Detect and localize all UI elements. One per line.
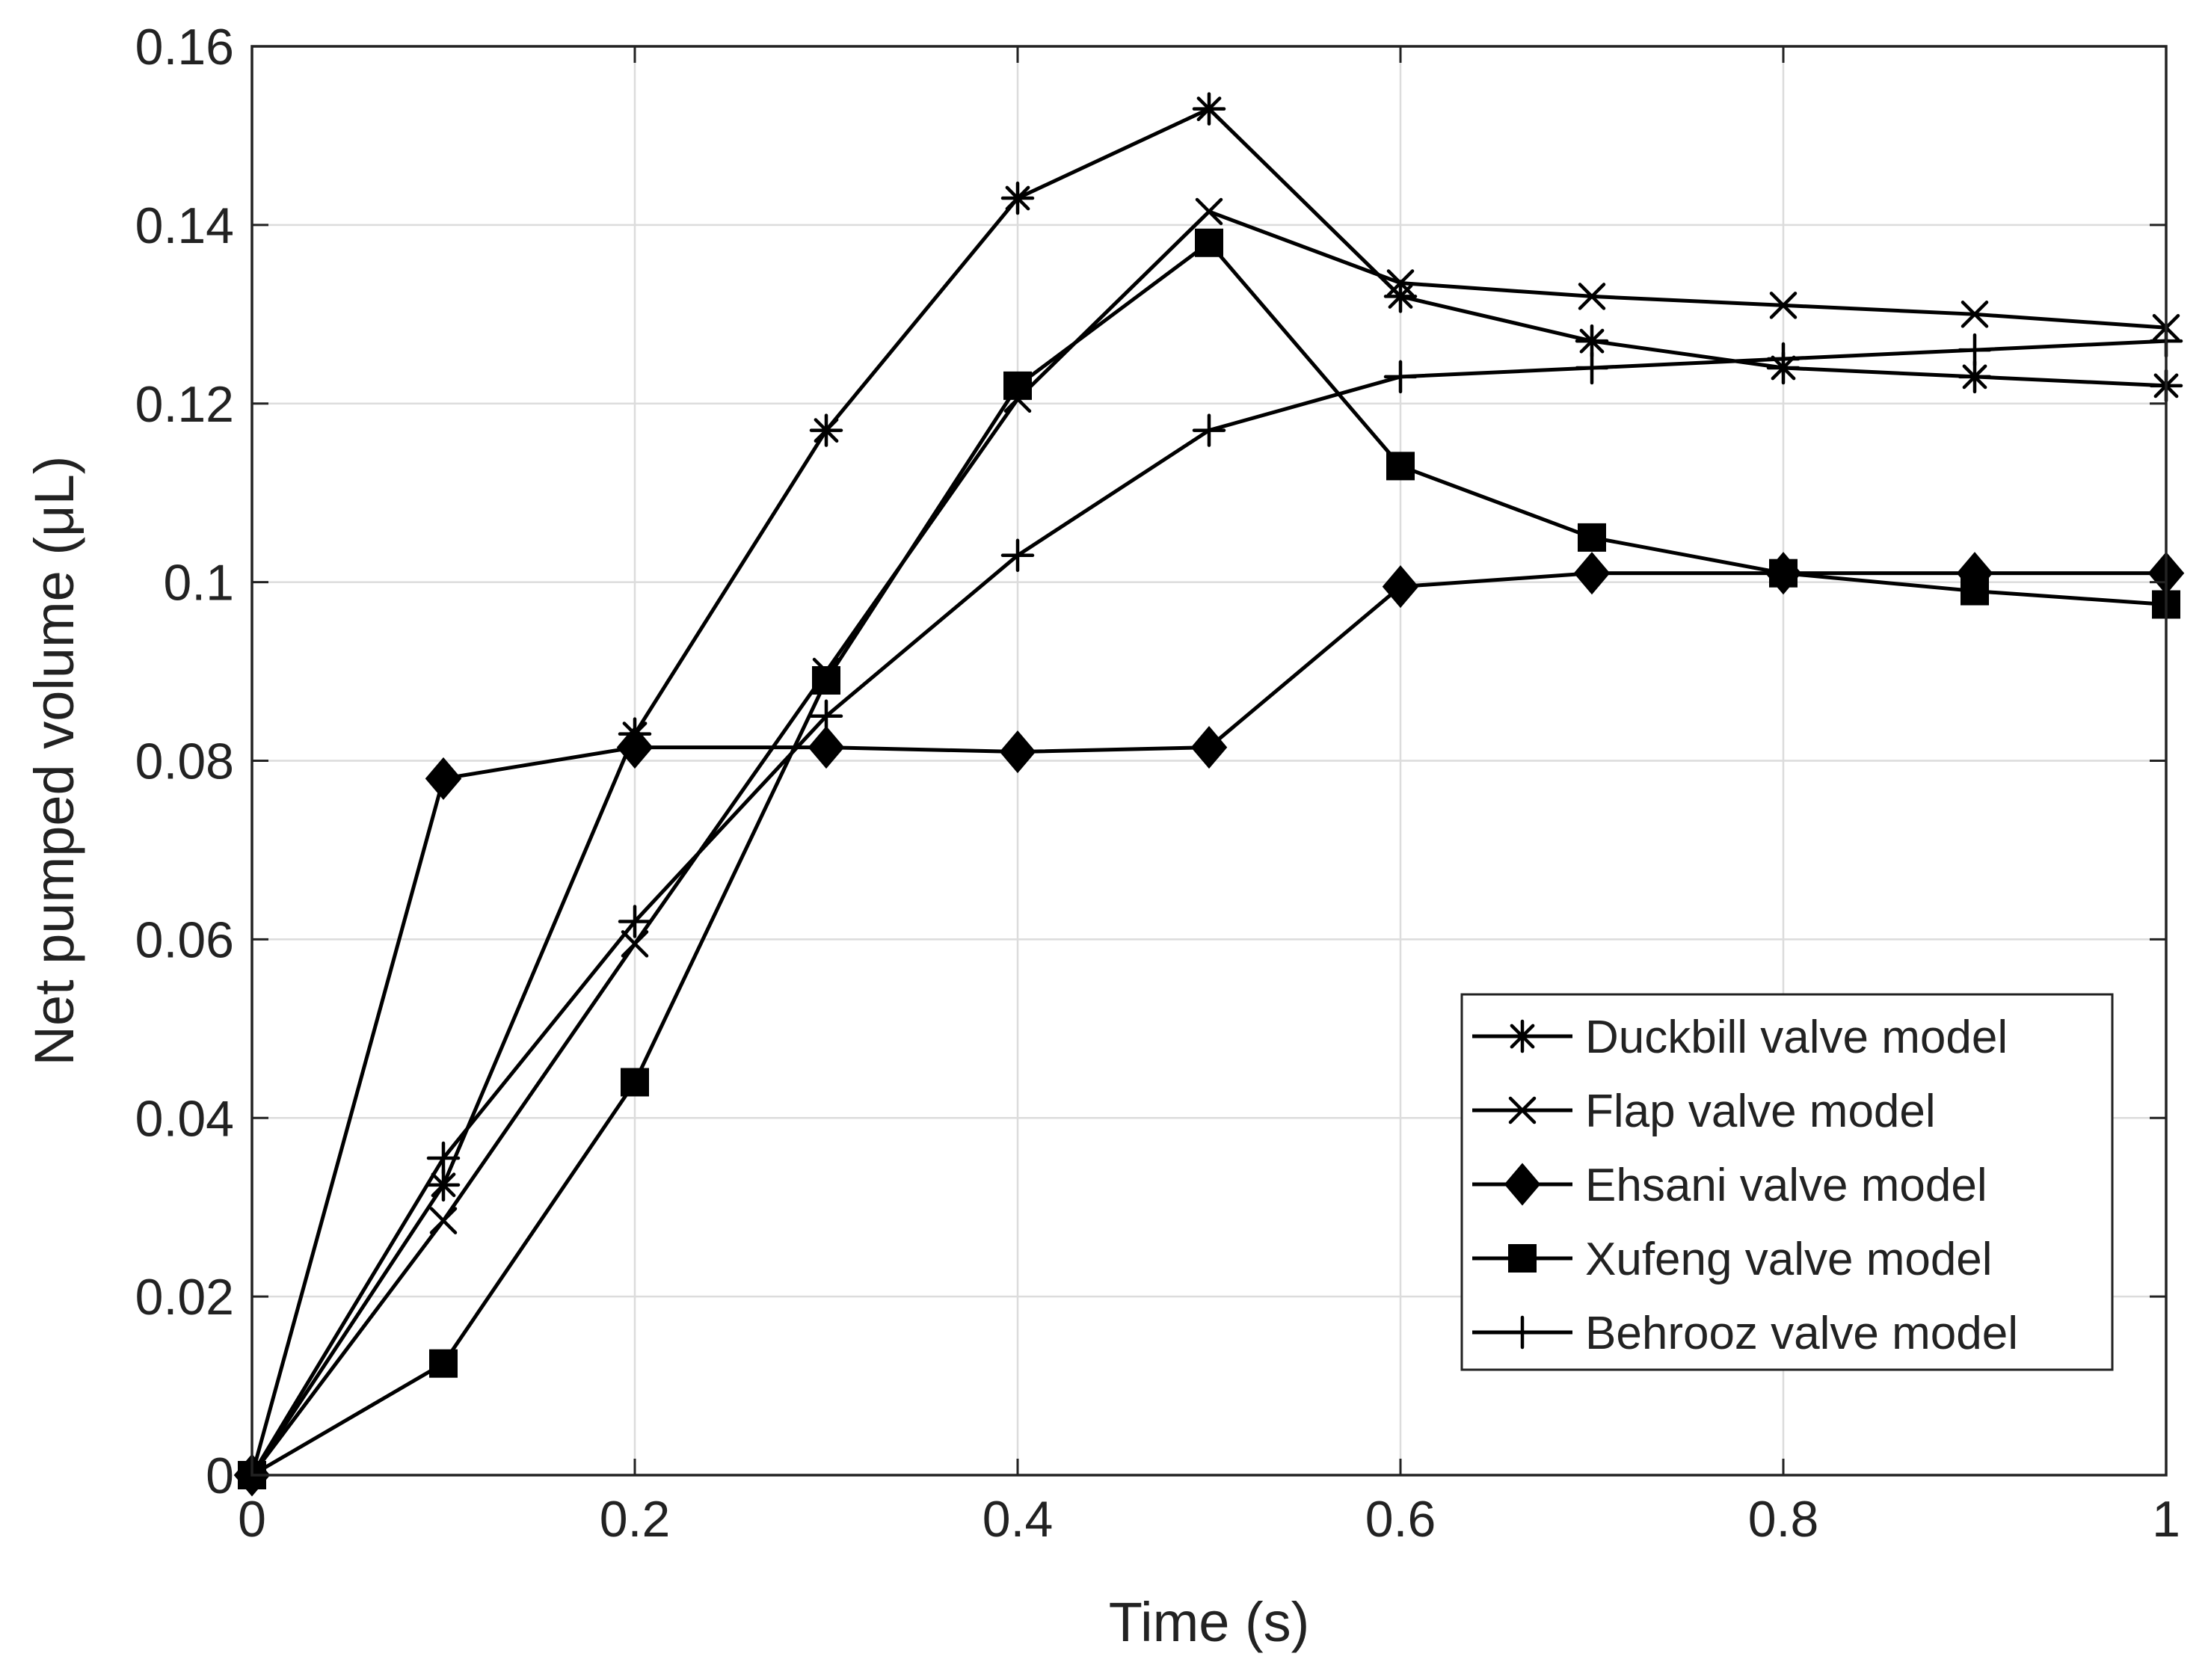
data-point-marker xyxy=(1575,324,1609,358)
legend-label: Duckbill valve model xyxy=(1585,1012,2008,1063)
legend-item: Xufeng valve model xyxy=(1472,1234,1993,1285)
data-point-marker xyxy=(1382,565,1419,609)
data-point-marker xyxy=(1766,342,1801,376)
axes xyxy=(250,45,2168,1477)
series-behrooz-valve-model xyxy=(235,324,2183,1492)
data-point-marker xyxy=(1961,301,1989,328)
data-point-marker xyxy=(429,1349,458,1378)
legend-label: Behrooz valve model xyxy=(1585,1308,2018,1359)
legend-item: Flap valve model xyxy=(1472,1086,1936,1137)
series-xufeng-valve-model xyxy=(238,228,2180,1489)
tick-labels: 0 0.2 0.4 0.6 0.8 1 0 0.02 0.04 0.06 0.08 0.1 0.12 0.… xyxy=(135,19,2180,1548)
data-point-marker xyxy=(1508,1096,1537,1124)
data-point-marker xyxy=(1190,726,1228,769)
data-point-marker xyxy=(1383,360,1418,394)
y-tick-label: 0.1 xyxy=(163,555,234,612)
data-point-marker xyxy=(812,666,840,695)
legend-label: Xufeng valve model xyxy=(1585,1234,1993,1285)
y-tick-label: 0.04 xyxy=(135,1090,234,1147)
data-point-marker xyxy=(616,726,654,769)
x-tick-label: 0.2 xyxy=(600,1491,671,1548)
series-flap-valve-model xyxy=(238,197,2180,1489)
legend-item: Ehsani valve model xyxy=(1472,1160,1987,1211)
y-tick-label: 0.06 xyxy=(135,911,234,968)
data-point-marker xyxy=(1573,552,1611,595)
legend-label: Ehsani valve model xyxy=(1585,1160,1987,1211)
y-tick-label: 0.14 xyxy=(135,197,234,254)
legend-item: Behrooz valve model xyxy=(1472,1308,2018,1359)
legend: Duckbill valve model Flap valve model Ehsa… xyxy=(1460,993,2114,1371)
y-tick-label: 0 xyxy=(206,1447,234,1504)
data-point-marker xyxy=(999,730,1036,774)
data-point-marker xyxy=(1386,452,1415,481)
data-point-marker xyxy=(621,1068,649,1097)
y-tick-label: 0.08 xyxy=(135,733,234,790)
legend-box xyxy=(1460,993,2114,1371)
data-point-marker xyxy=(618,905,652,938)
data-point-marker xyxy=(808,726,845,769)
data-point-marker xyxy=(1505,1019,1540,1053)
data-point-marker xyxy=(1769,559,1798,588)
data-point-marker xyxy=(1961,576,1989,606)
x-tick-label: 0 xyxy=(238,1491,266,1548)
data-point-marker xyxy=(1192,92,1226,126)
data-point-marker xyxy=(1769,292,1798,319)
x-tick-label: 0.8 xyxy=(1748,1491,1819,1548)
data-point-marker xyxy=(426,1141,461,1175)
data-point-marker xyxy=(1504,1163,1541,1206)
data-point-marker xyxy=(425,757,462,800)
data-point-marker xyxy=(1958,333,1992,367)
legend-label: Flap valve model xyxy=(1585,1086,1936,1137)
x-tick-label: 1 xyxy=(2152,1491,2180,1548)
data-point-marker xyxy=(809,699,843,733)
series-group xyxy=(233,92,2185,1497)
data-point-marker xyxy=(1000,181,1035,215)
data-point-marker xyxy=(426,1168,461,1202)
data-point-marker xyxy=(1505,1315,1540,1350)
data-point-marker xyxy=(809,413,843,447)
data-point-marker xyxy=(1508,1244,1537,1273)
data-point-marker xyxy=(621,930,649,958)
legend-item: Duckbill valve model xyxy=(1472,1012,2008,1063)
data-point-marker xyxy=(1386,269,1415,297)
y-tick-label: 0.02 xyxy=(135,1269,234,1326)
x-axis-label: Time (s) xyxy=(1109,1591,1310,1653)
data-point-marker xyxy=(1192,413,1226,447)
data-point-marker xyxy=(1578,523,1606,552)
data-point-marker xyxy=(429,1207,458,1234)
data-point-marker xyxy=(1000,538,1035,573)
x-tick-label: 0.4 xyxy=(983,1491,1054,1548)
data-point-marker xyxy=(1383,280,1418,313)
data-point-marker xyxy=(1003,371,1032,400)
data-point-marker xyxy=(1958,360,1992,394)
y-tick-label: 0.16 xyxy=(135,19,234,76)
y-tick-label: 0.12 xyxy=(135,376,234,433)
data-point-marker xyxy=(1195,197,1223,226)
data-point-marker xyxy=(1575,351,1609,385)
data-point-marker xyxy=(1195,228,1223,257)
y-axis-label: Net pumped volume (μL) xyxy=(23,456,85,1066)
data-point-marker xyxy=(1578,283,1606,310)
x-tick-label: 0.6 xyxy=(1365,1491,1436,1548)
